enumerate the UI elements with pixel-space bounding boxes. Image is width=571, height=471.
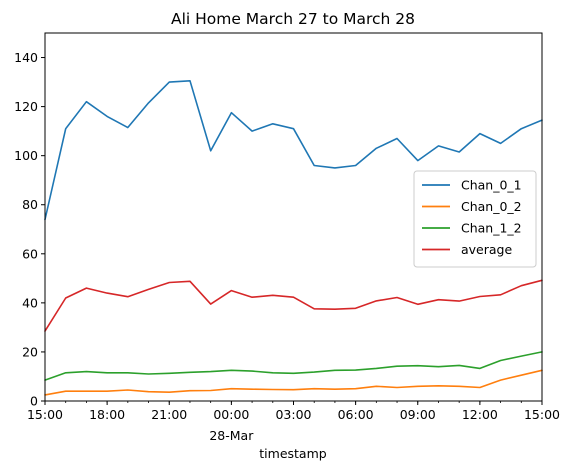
- series-line-chan-0-1: [44, 80, 543, 221]
- x-tick-label: 12:00: [462, 407, 498, 422]
- x-tick-label: 15:00: [524, 407, 560, 422]
- y-tick-label: 0: [30, 394, 38, 409]
- legend-box: [413, 170, 537, 268]
- y-tick-label: 100: [14, 148, 38, 163]
- x-tick-label: 15:00: [27, 407, 63, 422]
- legend-label: average: [461, 242, 512, 257]
- series-line-average: [44, 279, 543, 332]
- series-line-chan-0-2: [44, 369, 543, 396]
- legend-label: Chan_1_2: [461, 221, 522, 236]
- legend-label: Chan_0_2: [461, 199, 522, 214]
- x-axis: 15:00 18:00 21:00 00:00 28-Mar 03:00 06:00 09:0…: [27, 401, 560, 443]
- x-tick-label: 00:00: [213, 407, 249, 422]
- y-tick-label: 120: [14, 99, 38, 114]
- y-tick-label: 60: [22, 246, 38, 261]
- x-axis-label: timestamp: [259, 446, 326, 461]
- y-axis: 0 20 40 60 80 100 120 140: [14, 50, 45, 409]
- x-tick-sublabel: 28-Mar: [209, 428, 254, 443]
- y-tick-label: 140: [14, 50, 38, 65]
- x-tick-label: 06:00: [338, 407, 374, 422]
- x-tick-label: 09:00: [400, 407, 436, 422]
- chart-title: Ali Home March 27 to March 28: [171, 10, 415, 28]
- legend-label: Chan_0_1: [461, 178, 522, 193]
- series-line-chan-1-2: [44, 351, 543, 381]
- y-tick-label: 20: [22, 344, 38, 359]
- y-tick-label: 40: [22, 295, 38, 310]
- y-tick-label: 80: [22, 197, 38, 212]
- x-tick-label: 03:00: [275, 407, 311, 422]
- x-tick-label: 21:00: [151, 407, 187, 422]
- plot-area: [44, 80, 543, 396]
- x-tick-label: 18:00: [89, 407, 125, 422]
